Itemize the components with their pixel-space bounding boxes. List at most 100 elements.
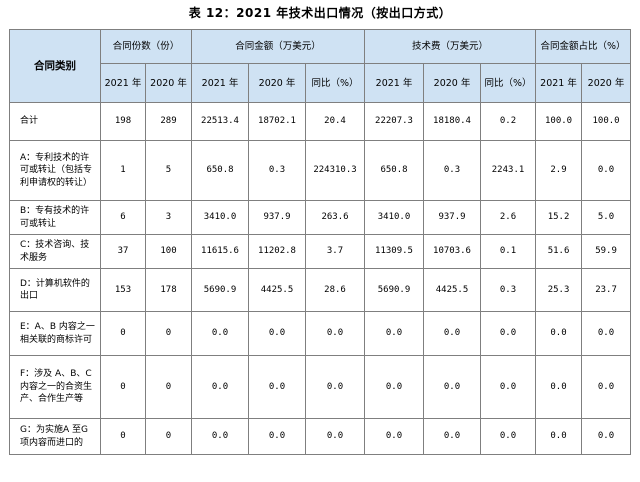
row-category: C：技术咨询、技术服务 bbox=[9, 234, 101, 269]
cell-count-2021: 0 bbox=[100, 311, 146, 356]
cell-amt-2020: 11202.8 bbox=[248, 234, 307, 269]
header-year-2020: 2020 年 bbox=[423, 63, 482, 103]
cell-share-2020: 0.0 bbox=[581, 311, 632, 356]
header-contract-count: 合同份数（份） bbox=[99, 29, 193, 64]
cell-fee-yoy: 0.0 bbox=[480, 311, 537, 356]
cell-amt-2020: 0.0 bbox=[248, 311, 307, 356]
cell-count-2020: 289 bbox=[144, 102, 193, 141]
cell-count-2021: 153 bbox=[100, 268, 146, 312]
cell-share-2021: 25.3 bbox=[535, 268, 583, 312]
cell-fee-yoy: 0.3 bbox=[480, 268, 537, 312]
table-row: G：为实施A 至G 项内容而进口的 0 0 0.0 0.0 0.0 0.0 0.0 0.0 0.0… bbox=[9, 418, 632, 455]
row-category: F：涉及 A、B、C 内容之一的合资生产、合作生产等 bbox=[9, 355, 101, 419]
cell-amt-yoy: 0.0 bbox=[305, 355, 366, 419]
row-category: B：专有技术的许可或转让 bbox=[9, 200, 101, 235]
cell-share-2021: 2.9 bbox=[535, 140, 583, 201]
table-title: 表 12：2021 年技术出口情况（按出口方式） bbox=[188, 6, 452, 20]
cell-count-2021: 198 bbox=[100, 102, 146, 141]
cell-share-2021: 51.6 bbox=[535, 234, 583, 269]
cell-amt-2020: 0.3 bbox=[248, 140, 307, 201]
cell-amt-2021: 0.0 bbox=[191, 311, 250, 356]
cell-amt-yoy: 28.6 bbox=[305, 268, 366, 312]
cell-amt-2021: 11615.6 bbox=[191, 234, 250, 269]
cell-amt-2020: 4425.5 bbox=[248, 268, 307, 312]
table-row: A：专利技术的许可或转让（包括专利申请权的转让） 1 5 650.8 0.3 224310… bbox=[9, 140, 632, 201]
cell-fee-2021: 5690.9 bbox=[364, 268, 425, 312]
cell-amt-2020: 0.0 bbox=[248, 355, 307, 419]
cell-fee-2021: 22207.3 bbox=[364, 102, 425, 141]
cell-fee-yoy: 0.2 bbox=[480, 102, 537, 141]
cell-amt-2020: 18702.1 bbox=[248, 102, 307, 141]
cell-fee-2020: 0.3 bbox=[423, 140, 482, 201]
cell-count-2021: 0 bbox=[100, 418, 146, 455]
header-tech-fee: 技术费（万美元） bbox=[364, 29, 537, 64]
cell-fee-2020: 10703.6 bbox=[423, 234, 482, 269]
cell-amt-yoy: 224310.3 bbox=[305, 140, 366, 201]
cell-fee-yoy: 2243.1 bbox=[480, 140, 537, 201]
table-body: 合计 198 289 22513.4 18702.1 20.4 22207.3 18180.4… bbox=[9, 102, 632, 455]
row-category: E：A、B 内容之一相关联的商标许可 bbox=[9, 311, 101, 356]
cell-amt-yoy: 3.7 bbox=[305, 234, 366, 269]
table-row: B：专有技术的许可或转让 6 3 3410.0 937.9 263.6 3410.0 937.… bbox=[9, 200, 632, 235]
cell-fee-2021: 0.0 bbox=[364, 418, 425, 455]
cell-fee-2020: 18180.4 bbox=[423, 102, 482, 141]
cell-share-2021: 100.0 bbox=[535, 102, 583, 141]
cell-amt-2021: 5690.9 bbox=[191, 268, 250, 312]
cell-fee-2020: 4425.5 bbox=[423, 268, 482, 312]
cell-fee-2020: 0.0 bbox=[423, 311, 482, 356]
cell-share-2021: 0.0 bbox=[535, 311, 583, 356]
cell-count-2020: 0 bbox=[144, 418, 193, 455]
cell-amt-yoy: 0.0 bbox=[305, 418, 366, 455]
cell-share-2020: 0.0 bbox=[581, 140, 632, 201]
cell-share-2020: 59.9 bbox=[581, 234, 632, 269]
export-table: 合同类别 合同份数（份） 合同金额（万美元） 技术费（万美元） 合同金额占比（%… bbox=[9, 29, 632, 455]
cell-share-2021: 0.0 bbox=[535, 418, 583, 455]
cell-amt-2021: 0.0 bbox=[191, 355, 250, 419]
cell-fee-2021: 0.0 bbox=[364, 355, 425, 419]
header-yoy: 同比（%） bbox=[480, 63, 537, 103]
cell-count-2020: 178 bbox=[144, 268, 193, 312]
row-category: D：计算机软件的出口 bbox=[9, 268, 101, 312]
cell-share-2020: 0.0 bbox=[581, 418, 632, 455]
cell-fee-yoy: 0.0 bbox=[480, 355, 537, 419]
header-year-2020: 2020 年 bbox=[144, 63, 193, 103]
cell-count-2020: 3 bbox=[144, 200, 193, 235]
cell-fee-2021: 3410.0 bbox=[364, 200, 425, 235]
header-category: 合同类别 bbox=[9, 29, 101, 103]
cell-amt-2020: 937.9 bbox=[248, 200, 307, 235]
table-row: F：涉及 A、B、C 内容之一的合资生产、合作生产等 0 0 0.0 0.0 0.0 0.0… bbox=[9, 355, 632, 419]
cell-amt-2021: 22513.4 bbox=[191, 102, 250, 141]
table-row: E：A、B 内容之一相关联的商标许可 0 0 0.0 0.0 0.0 0.0 0.0 0.0 0.… bbox=[9, 311, 632, 356]
cell-amt-2020: 0.0 bbox=[248, 418, 307, 455]
header-contract-amount: 合同金额（万美元） bbox=[191, 29, 366, 64]
cell-fee-2021: 11309.5 bbox=[364, 234, 425, 269]
cell-count-2021: 0 bbox=[100, 355, 146, 419]
cell-share-2021: 15.2 bbox=[535, 200, 583, 235]
cell-amt-yoy: 263.6 bbox=[305, 200, 366, 235]
header-year-2021: 2021 年 bbox=[100, 63, 146, 103]
cell-amt-2021: 650.8 bbox=[191, 140, 250, 201]
cell-share-2020: 0.0 bbox=[581, 355, 632, 419]
cell-count-2020: 100 bbox=[144, 234, 193, 269]
cell-count-2020: 5 bbox=[144, 140, 193, 201]
row-category: 合计 bbox=[9, 102, 101, 141]
cell-fee-yoy: 0.0 bbox=[480, 418, 537, 455]
header-year-2020: 2020 年 bbox=[248, 63, 307, 103]
cell-fee-2021: 0.0 bbox=[364, 311, 425, 356]
cell-count-2020: 0 bbox=[144, 311, 193, 356]
table-row: C：技术咨询、技术服务 37 100 11615.6 11202.8 3.7 11309.5… bbox=[9, 234, 632, 269]
cell-count-2021: 1 bbox=[100, 140, 146, 201]
cell-share-2020: 23.7 bbox=[581, 268, 632, 312]
cell-fee-2020: 0.0 bbox=[423, 418, 482, 455]
header-year-2021: 2021 年 bbox=[191, 63, 250, 103]
cell-fee-2021: 650.8 bbox=[364, 140, 425, 201]
header-amount-share: 合同金额占比（%） bbox=[535, 29, 632, 64]
header-yoy: 同比（%） bbox=[305, 63, 366, 103]
cell-amt-2021: 0.0 bbox=[191, 418, 250, 455]
header-year-2020: 2020 年 bbox=[581, 63, 632, 103]
header-year-2021: 2021 年 bbox=[364, 63, 425, 103]
row-category: A：专利技术的许可或转让（包括专利申请权的转让） bbox=[9, 140, 101, 201]
cell-fee-yoy: 0.1 bbox=[480, 234, 537, 269]
row-category: G：为实施A 至G 项内容而进口的 bbox=[9, 418, 101, 455]
table-row: D：计算机软件的出口 153 178 5690.9 4425.5 28.6 5690.9 44… bbox=[9, 268, 632, 312]
